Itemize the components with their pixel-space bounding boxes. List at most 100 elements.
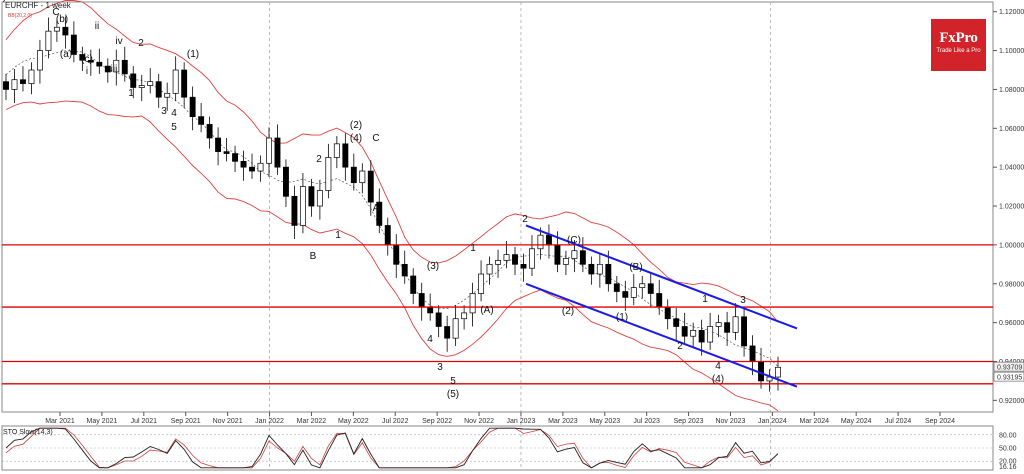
wave-label: iii [111,64,118,75]
logo-brand: FxPro [939,30,978,46]
candle-body [232,153,239,162]
candle-body [155,81,162,98]
candle-body [223,151,230,154]
candle-body [656,293,663,308]
candle-body [503,254,510,261]
wave-label: 2 [316,154,322,165]
x-tick-label: Jul 2024 [885,418,912,425]
candle-body [486,263,493,275]
wave-label: 1 [335,230,341,241]
channel-upper [525,224,798,330]
candle-body [240,160,247,168]
sto-title: STO Slow(14,3) [3,429,53,436]
wave-label: (5) [447,389,459,400]
x-tick-label: Sep 2022 [422,418,452,425]
wave-label: 2 [677,341,683,352]
x-tick-label: Jan 2024 [758,418,787,425]
candle-body [189,96,196,117]
candle-body [274,137,281,168]
candle-body [206,124,213,139]
candle-body [622,291,629,298]
wave-label: 1 [128,88,134,99]
wave-label: 1 [470,243,476,254]
candle-body [775,366,781,378]
x-tick-label: Jul 2021 [131,418,158,425]
symbol-title: EURCHF - 1 week [5,1,72,10]
candle-body [130,73,137,88]
candle-body [393,244,400,265]
candle-body [749,345,756,362]
candle-body [3,81,9,90]
sto-current-value: 16.16 [999,464,1017,471]
sto-level-label: 50.00 [999,446,1017,453]
wave-label: (A) [480,305,493,316]
wave-label: 2 [522,214,528,225]
bb-middle [5,50,779,367]
candle-body [113,59,120,73]
wave-label: ii [95,21,99,32]
wave-label: 5 [450,376,456,387]
wave-label: (3) [427,261,439,272]
candle-body [62,26,69,36]
candle-body [316,190,323,207]
candle-body [478,273,485,294]
wave-label: (1) [187,49,199,60]
y-tick-label: 1.06000 [999,126,1024,133]
x-tick-label: Jan 2022 [255,418,284,425]
candle-body [367,170,374,203]
candlestick-series [3,16,781,392]
chart-grid [1,1,994,470]
x-tick-label: Jul 2022 [382,418,409,425]
wave-label: (4) [712,374,724,385]
wave-label: (C) [567,235,581,246]
candle-body [495,260,501,265]
wave-label: i [86,66,88,77]
channel-lower [525,282,798,388]
logo-tagline: Trade Like a Pro [936,48,981,54]
candle-body [266,137,272,164]
candle-body [36,50,43,71]
indicator-note: BB(20,2.0) [8,13,32,19]
y-tick-label: 1.10000 [999,48,1024,55]
price-label: 0.93195 [997,375,1022,382]
x-tick-label: Nov 2021 [213,418,243,425]
candle-body [537,234,544,250]
wave-label: B [310,251,317,262]
candle-body [444,326,451,339]
candle-body [87,59,94,63]
horizontal-levels [2,244,993,385]
descending-channel [525,224,798,388]
wave-label: (2) [562,306,574,317]
candle-body [283,166,289,197]
candle-body [308,186,315,207]
fxpro-logo: FxPro Trade Like a Pro [931,19,986,71]
candle-body [257,162,264,172]
candle-body [596,263,603,275]
candle-body [758,361,764,382]
candle-body [70,34,77,55]
candle-body [418,293,425,308]
wave-label: 1 [702,294,708,305]
candle-body [121,59,128,75]
main-frame [1,1,994,413]
candle-body [630,287,637,298]
y-tick-label: 1.04000 [999,165,1024,172]
candle-body [333,143,340,158]
sto-level-label: 80.00 [999,432,1017,439]
y-tick-label: 1.02000 [999,204,1024,211]
price-label-box [993,371,1024,382]
candle-body [562,258,569,265]
candle-body [690,330,697,337]
wave-label: (4) [350,133,362,144]
candle-body [588,263,595,275]
candle-body [291,195,298,226]
candle-body [299,186,306,226]
y-tick-label: 1.08000 [999,87,1024,94]
wave-label: v [129,73,134,84]
candle-body [452,318,459,339]
x-tick-label: Nov 2023 [715,418,745,425]
x-tick-label: Jul 2023 [633,418,660,425]
candle-body [342,143,349,168]
